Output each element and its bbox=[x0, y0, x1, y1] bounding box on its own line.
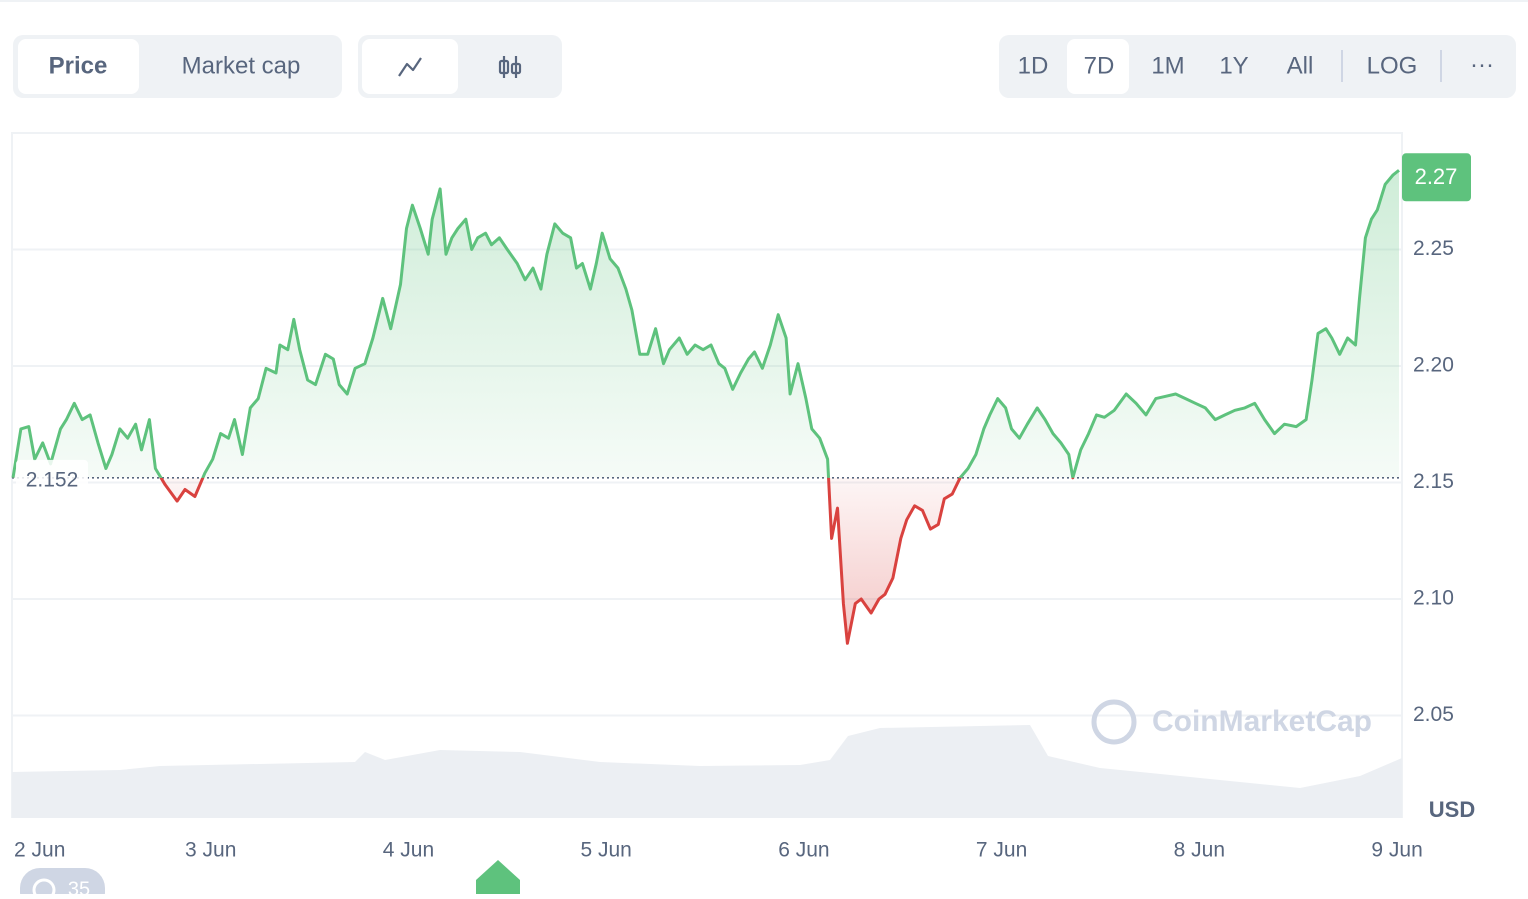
range-tab[interactable]: 1Y bbox=[1219, 52, 1248, 79]
x-tick-label: 4 Jun bbox=[383, 839, 434, 862]
selected-view bbox=[18, 39, 139, 94]
y-tick-label: 2.20 bbox=[1413, 354, 1454, 377]
log-toggle[interactable]: LOG bbox=[1367, 52, 1418, 79]
range-tab[interactable]: All bbox=[1287, 52, 1314, 79]
x-tick-label: 5 Jun bbox=[580, 839, 631, 862]
current-price: 2.27 bbox=[1415, 164, 1458, 189]
watermark-logo bbox=[1091, 699, 1137, 745]
current-price-tag bbox=[1402, 153, 1471, 202]
y-unit: USD bbox=[1429, 797, 1475, 822]
baseline-label-box bbox=[16, 459, 88, 494]
x-tick-label: 3 Jun bbox=[185, 839, 236, 862]
line-icon bbox=[398, 57, 422, 77]
view-tab[interactable]: Price bbox=[49, 52, 108, 79]
plot bbox=[11, 169, 1402, 717]
range-tab[interactable]: 1D bbox=[1018, 52, 1049, 79]
event-marker[interactable] bbox=[476, 860, 520, 894]
watermark: CoinMarketCap bbox=[1152, 705, 1372, 738]
y-tick-label: 2.05 bbox=[1413, 703, 1454, 726]
range-tab[interactable]: 7D bbox=[1084, 52, 1115, 79]
price-line-up bbox=[11, 169, 1400, 478]
more-button[interactable]: ··· bbox=[1470, 51, 1494, 78]
volume-area bbox=[12, 725, 1402, 818]
y-tick-label: 2.15 bbox=[1413, 470, 1454, 493]
candle-icon[interactable] bbox=[498, 56, 522, 78]
view-tab[interactable]: Market cap bbox=[182, 52, 301, 79]
x-tick-label: 9 Jun bbox=[1371, 839, 1422, 862]
badge[interactable] bbox=[20, 868, 105, 899]
selected-range bbox=[1067, 39, 1129, 94]
x-tick-label: 7 Jun bbox=[976, 839, 1027, 862]
area-up bbox=[13, 170, 1400, 478]
clock-icon bbox=[32, 878, 56, 899]
x-tick-label: 6 Jun bbox=[778, 839, 829, 862]
y-tick-label: 2.25 bbox=[1413, 237, 1454, 260]
x-tick-label: 8 Jun bbox=[1174, 839, 1225, 862]
y-tick-label: 2.10 bbox=[1413, 587, 1454, 610]
range-tab[interactable]: 1M bbox=[1151, 52, 1184, 79]
badge-count: 35 bbox=[68, 878, 90, 894]
x-tick-label: 2 Jun bbox=[14, 839, 65, 862]
baseline-label: 2.152 bbox=[26, 468, 79, 491]
